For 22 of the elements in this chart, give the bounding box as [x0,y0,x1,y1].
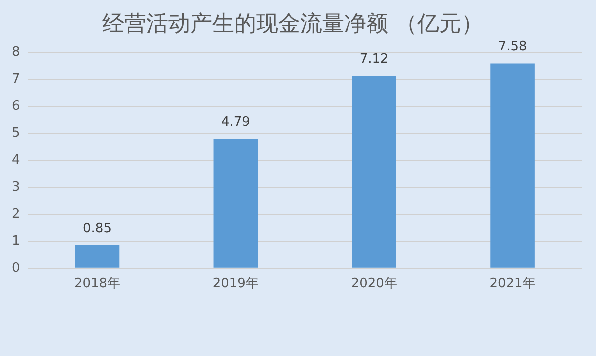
y-tick-label: 7 [12,72,20,87]
y-tick-label: 0 [12,260,20,276]
x-tick-label: 2018年 [74,276,121,292]
y-tick-label: 6 [12,98,20,114]
data-label: 4.79 [221,114,250,130]
y-tick-label: 4 [12,152,20,168]
bar [75,245,120,268]
y-tick-label: 2 [12,206,20,222]
data-label: 7.12 [360,52,389,68]
y-tick-label: 1 [12,234,20,249]
y-tick-label: 3 [12,180,20,195]
bar [352,76,396,268]
bar [214,139,258,268]
x-tick-label: 2019年 [212,276,259,292]
data-label: 7.58 [498,40,528,55]
x-tick-label: 2020年 [351,276,398,292]
bar [490,64,535,268]
data-label: 0.85 [83,221,112,236]
x-tick-label: 2021年 [490,276,536,292]
y-tick-label: 8 [12,44,20,60]
y-tick-label: 5 [12,126,20,141]
chart-title: 经营活动产生的现金流量净额 （亿元） [102,12,484,37]
